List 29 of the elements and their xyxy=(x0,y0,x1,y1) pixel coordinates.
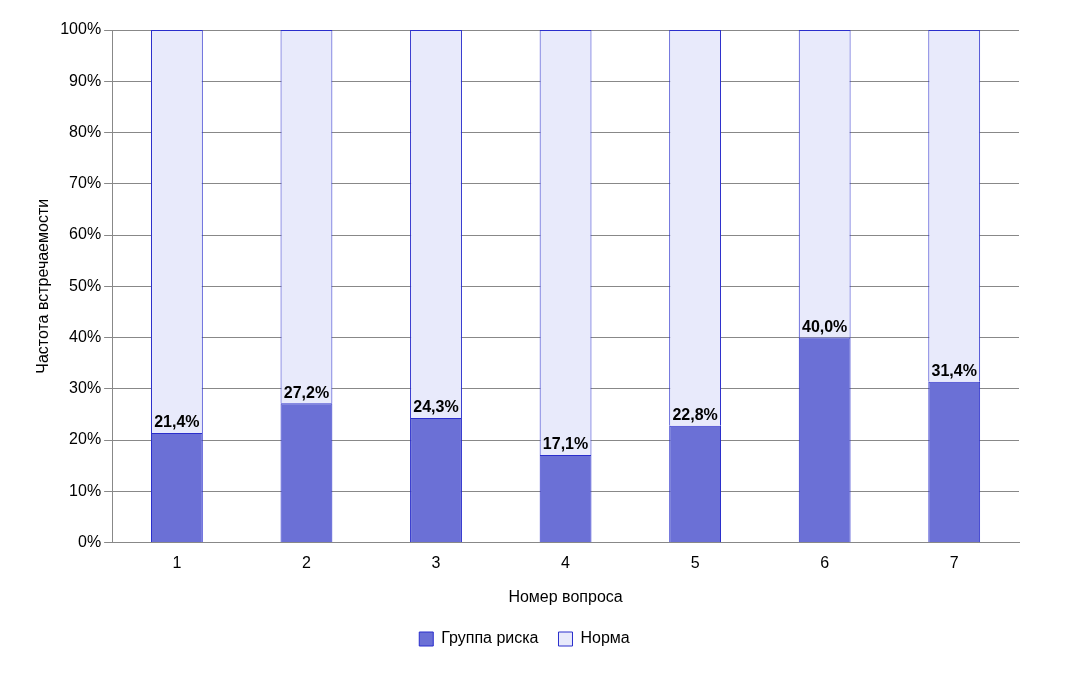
y-tick-label: 0% xyxy=(78,533,102,551)
x-tick-label: 4 xyxy=(561,553,571,571)
y-tick-label: 60% xyxy=(69,225,102,243)
x-tick-label: 6 xyxy=(820,553,830,571)
x-tick-label: 2 xyxy=(302,553,311,571)
legend-label: Группа риска xyxy=(441,629,539,647)
x-tick-label: 1 xyxy=(172,553,182,571)
y-tick-label: 50% xyxy=(69,276,102,294)
y-tick-label: 20% xyxy=(69,430,102,448)
y-tick-label: 100% xyxy=(60,20,102,38)
y-tick-label: 90% xyxy=(69,71,102,89)
data-label: 17,1% xyxy=(542,435,589,453)
y-tick-label: 70% xyxy=(69,174,102,192)
data-label: 21,4% xyxy=(154,413,200,431)
y-tick-label: 40% xyxy=(69,327,102,345)
y-tick-label: 80% xyxy=(69,122,102,140)
y-tick-label: 30% xyxy=(69,379,102,397)
x-tick-label: 3 xyxy=(431,553,441,571)
legend-label: Норма xyxy=(580,629,630,647)
data-label: 27,2% xyxy=(283,383,330,401)
x-tick-label: 7 xyxy=(949,553,959,571)
data-label: 31,4% xyxy=(931,362,977,380)
x-tick-label: 5 xyxy=(690,553,700,571)
data-label: 40,0% xyxy=(801,317,848,335)
y-axis-title: Частота встречаемости xyxy=(34,198,52,374)
y-tick-label: 10% xyxy=(69,481,102,499)
data-label: 22,8% xyxy=(672,406,718,424)
x-axis-title: Номер вопроса xyxy=(508,587,623,605)
data-label: 24,3% xyxy=(413,398,459,416)
